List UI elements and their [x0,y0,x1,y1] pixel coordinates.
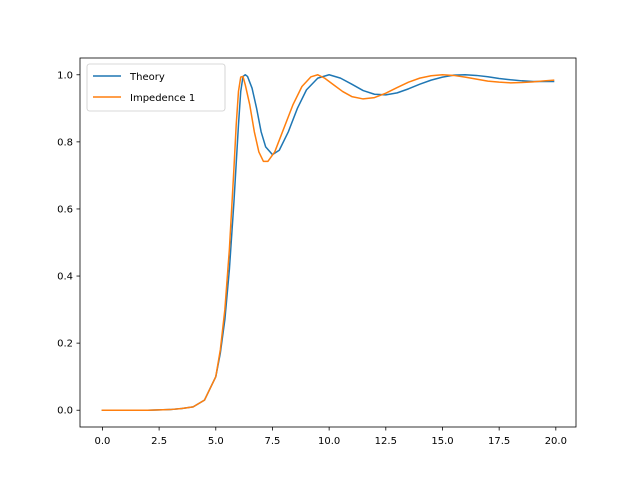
x-tick-label: 7.5 [265,436,281,447]
y-tick-label: 0.6 [57,204,73,215]
x-tick-label: 10.0 [318,436,340,447]
x-tick-label: 12.5 [375,436,397,447]
x-tick-label: 5.0 [208,436,224,447]
y-tick-label: 0.2 [57,339,73,350]
x-tick-label: 20.0 [545,436,567,447]
y-tick-label: 0.8 [57,137,73,148]
x-axis: 0.0 2.5 5.0 7.5 10.0 12.5 15.0 17.5 20.0 [94,427,566,447]
legend: Theory Impedence 1 [87,64,225,111]
x-tick-label: 15.0 [431,436,453,447]
x-tick-label: 0.0 [94,436,110,447]
series-layer [102,75,553,410]
axes-frame [80,58,576,427]
legend-label-1: Theory [129,72,165,83]
x-tick-label: 17.5 [488,436,510,447]
y-tick-label: 0.4 [57,272,73,283]
series-line-2 [102,75,553,410]
y-tick-label: 0.0 [57,406,73,417]
y-axis: 0.0 0.2 0.4 0.6 0.8 1.0 [57,70,80,416]
legend-label-2: Impedence 1 [130,93,195,104]
x-tick-label: 2.5 [151,436,167,447]
y-tick-label: 1.0 [57,70,73,81]
series-line-1 [102,75,553,410]
